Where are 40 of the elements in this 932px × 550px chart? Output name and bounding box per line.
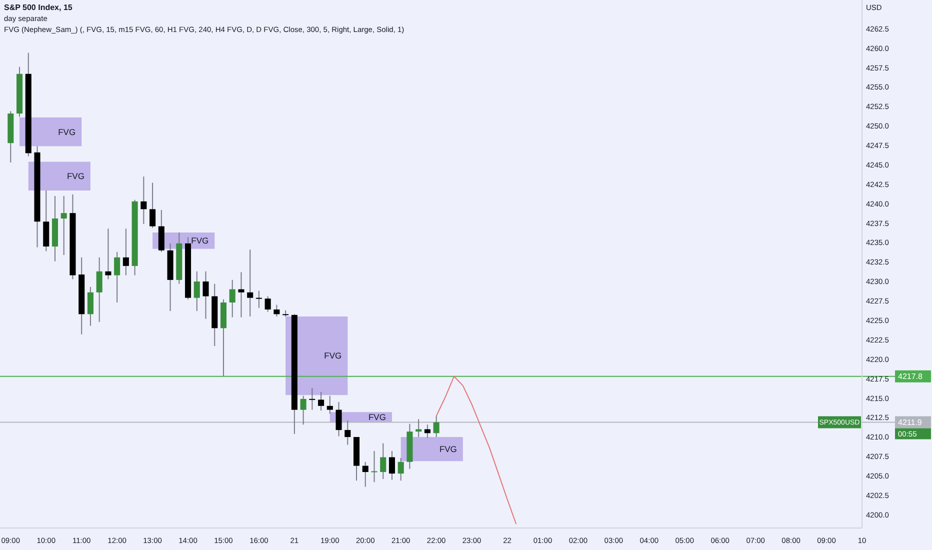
candlestick <box>264 296 271 312</box>
candlestick <box>114 251 120 303</box>
candlestick <box>60 195 67 256</box>
band-label: FVG <box>439 444 457 454</box>
candlestick <box>247 249 254 317</box>
candlestick <box>318 391 324 412</box>
candlestick <box>309 388 316 410</box>
candlestick <box>371 450 378 483</box>
band-label: FVG <box>191 236 209 246</box>
candlestick <box>122 228 129 276</box>
band-label: FVG <box>58 126 76 137</box>
candlestick <box>424 424 430 438</box>
line-series <box>436 376 517 525</box>
candlestick <box>140 176 147 224</box>
candlestick <box>202 270 209 320</box>
candlestick <box>398 458 404 482</box>
candlestick <box>256 290 262 308</box>
candlestick <box>362 461 368 488</box>
candlestick <box>416 418 422 438</box>
candlestick <box>388 450 395 480</box>
ref-line-label: 4217.8 <box>898 372 924 382</box>
candlestick <box>326 395 333 414</box>
candlestick <box>238 272 244 318</box>
chart-title: S&P 500 Index, 15 <box>4 3 73 12</box>
candlestick <box>150 182 156 228</box>
band-label: FVG <box>66 171 84 182</box>
candlestick <box>336 402 342 437</box>
ref-line-label: 4211.9 <box>898 418 922 428</box>
candlestick <box>344 420 351 446</box>
band-label: FVG <box>368 412 386 422</box>
candlestick <box>380 442 386 480</box>
candlestick <box>194 270 200 312</box>
candlestick <box>96 256 102 322</box>
candlestick <box>274 304 280 317</box>
band-label: FVG <box>324 350 342 361</box>
candlestick <box>229 279 236 318</box>
candlestick <box>300 395 306 426</box>
candlestick <box>87 286 94 326</box>
candlestick <box>105 228 112 280</box>
candlestick <box>433 416 440 438</box>
